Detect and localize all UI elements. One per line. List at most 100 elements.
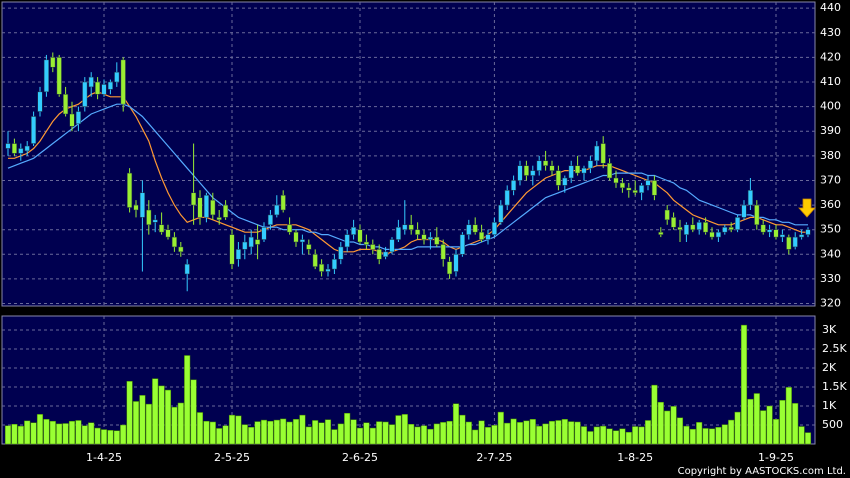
candle-body xyxy=(805,229,811,235)
volume-bar xyxy=(254,421,261,445)
volume-bar xyxy=(305,426,312,445)
volume-bar xyxy=(337,423,344,445)
y-tick-label: 400 xyxy=(820,100,841,113)
candle-body xyxy=(575,165,581,174)
volume-bar xyxy=(728,419,735,445)
volume-bar xyxy=(440,422,447,445)
volume-bar xyxy=(497,411,504,445)
volume-bar xyxy=(523,420,530,445)
volume-bar xyxy=(120,424,127,445)
candle-body xyxy=(511,180,517,191)
volume-bar xyxy=(561,419,568,445)
volume-bar xyxy=(504,422,511,445)
y-tick-label: 380 xyxy=(820,149,841,162)
volume-bar xyxy=(286,421,293,445)
volume-bar xyxy=(4,425,12,445)
candle-body xyxy=(498,204,504,223)
candle-body xyxy=(325,268,331,272)
candle-body xyxy=(600,143,606,164)
candle-body xyxy=(287,224,293,233)
volume-bar xyxy=(555,420,562,445)
y-tick-label: 410 xyxy=(820,75,841,88)
volume-bar xyxy=(139,395,146,445)
volume-bar xyxy=(49,420,56,445)
volume-bar xyxy=(651,384,658,445)
volume-bar xyxy=(388,424,396,445)
volume-bar xyxy=(747,398,754,445)
volume-bar xyxy=(414,426,421,445)
plot-layer: 320 330 340 350 360 370 380 390 400 410 420 430 440 5… xyxy=(2,1,847,464)
volume-bar xyxy=(612,430,620,445)
candle-body xyxy=(63,94,69,115)
volume-bar xyxy=(81,425,88,445)
candle-body xyxy=(773,229,779,238)
candle-body xyxy=(11,143,17,154)
volume-bar xyxy=(190,379,197,445)
candle-body xyxy=(43,59,49,93)
volume-bar xyxy=(625,431,632,445)
volume-bar xyxy=(56,423,63,445)
candle-body xyxy=(715,231,721,238)
candle-body xyxy=(760,224,766,233)
volume-bar xyxy=(401,414,408,445)
candle-body xyxy=(197,197,203,218)
volume-bar xyxy=(356,427,364,445)
volume-bar xyxy=(248,427,255,445)
candle-body xyxy=(56,57,62,95)
candle-body xyxy=(658,231,664,235)
volume-bar xyxy=(152,378,159,445)
candle-body xyxy=(779,234,785,238)
candle-body xyxy=(152,219,158,223)
volume-bar xyxy=(740,324,748,445)
volume-bar xyxy=(273,419,280,445)
candle-body xyxy=(395,226,401,240)
candle-body xyxy=(274,204,280,216)
y-tick-label: 360 xyxy=(820,198,841,211)
candle-body xyxy=(69,113,75,127)
volume-bar xyxy=(94,427,101,445)
volume-bar xyxy=(280,418,287,445)
candle-body xyxy=(440,244,446,260)
volume-bar xyxy=(299,414,306,445)
candle-body xyxy=(683,224,689,235)
volume-bar xyxy=(30,422,37,445)
candle-body xyxy=(146,209,152,226)
volume-bar xyxy=(145,403,152,445)
volume-bar xyxy=(382,421,389,445)
candle-body xyxy=(581,167,587,174)
candle-body xyxy=(114,71,120,83)
y-tick-label: 330 xyxy=(820,272,841,285)
candle-body xyxy=(242,241,248,250)
candle-body xyxy=(293,231,299,243)
volume-bar xyxy=(216,428,223,445)
ma-line xyxy=(8,91,808,255)
volume-bar xyxy=(62,423,69,445)
volume-bar xyxy=(267,420,274,445)
volume-bar xyxy=(184,355,191,445)
volume-bar xyxy=(568,421,575,445)
volume-bar xyxy=(113,430,120,445)
volume-bar xyxy=(427,428,434,445)
volume-bar xyxy=(209,421,216,445)
candle-body xyxy=(530,170,536,176)
volume-bar xyxy=(369,427,376,445)
candle-body xyxy=(613,177,619,184)
candle-body xyxy=(178,246,184,253)
y-tick-label: 340 xyxy=(820,247,841,260)
y-tick-label: 420 xyxy=(820,50,841,63)
candle-body xyxy=(383,251,389,258)
volume-bar xyxy=(753,393,760,445)
volume-bar xyxy=(24,420,31,445)
candle-body xyxy=(261,226,267,240)
candle-body xyxy=(491,222,497,235)
candle-body xyxy=(568,165,574,179)
volume-bar xyxy=(721,424,728,445)
candle-body xyxy=(677,226,683,230)
volume-bar xyxy=(433,423,440,445)
candle-body xyxy=(664,209,670,221)
volume-bar xyxy=(126,381,133,445)
volume-bar xyxy=(292,419,300,445)
volume-bar xyxy=(772,419,780,445)
candle-body xyxy=(459,234,465,255)
candle-body xyxy=(408,224,414,230)
